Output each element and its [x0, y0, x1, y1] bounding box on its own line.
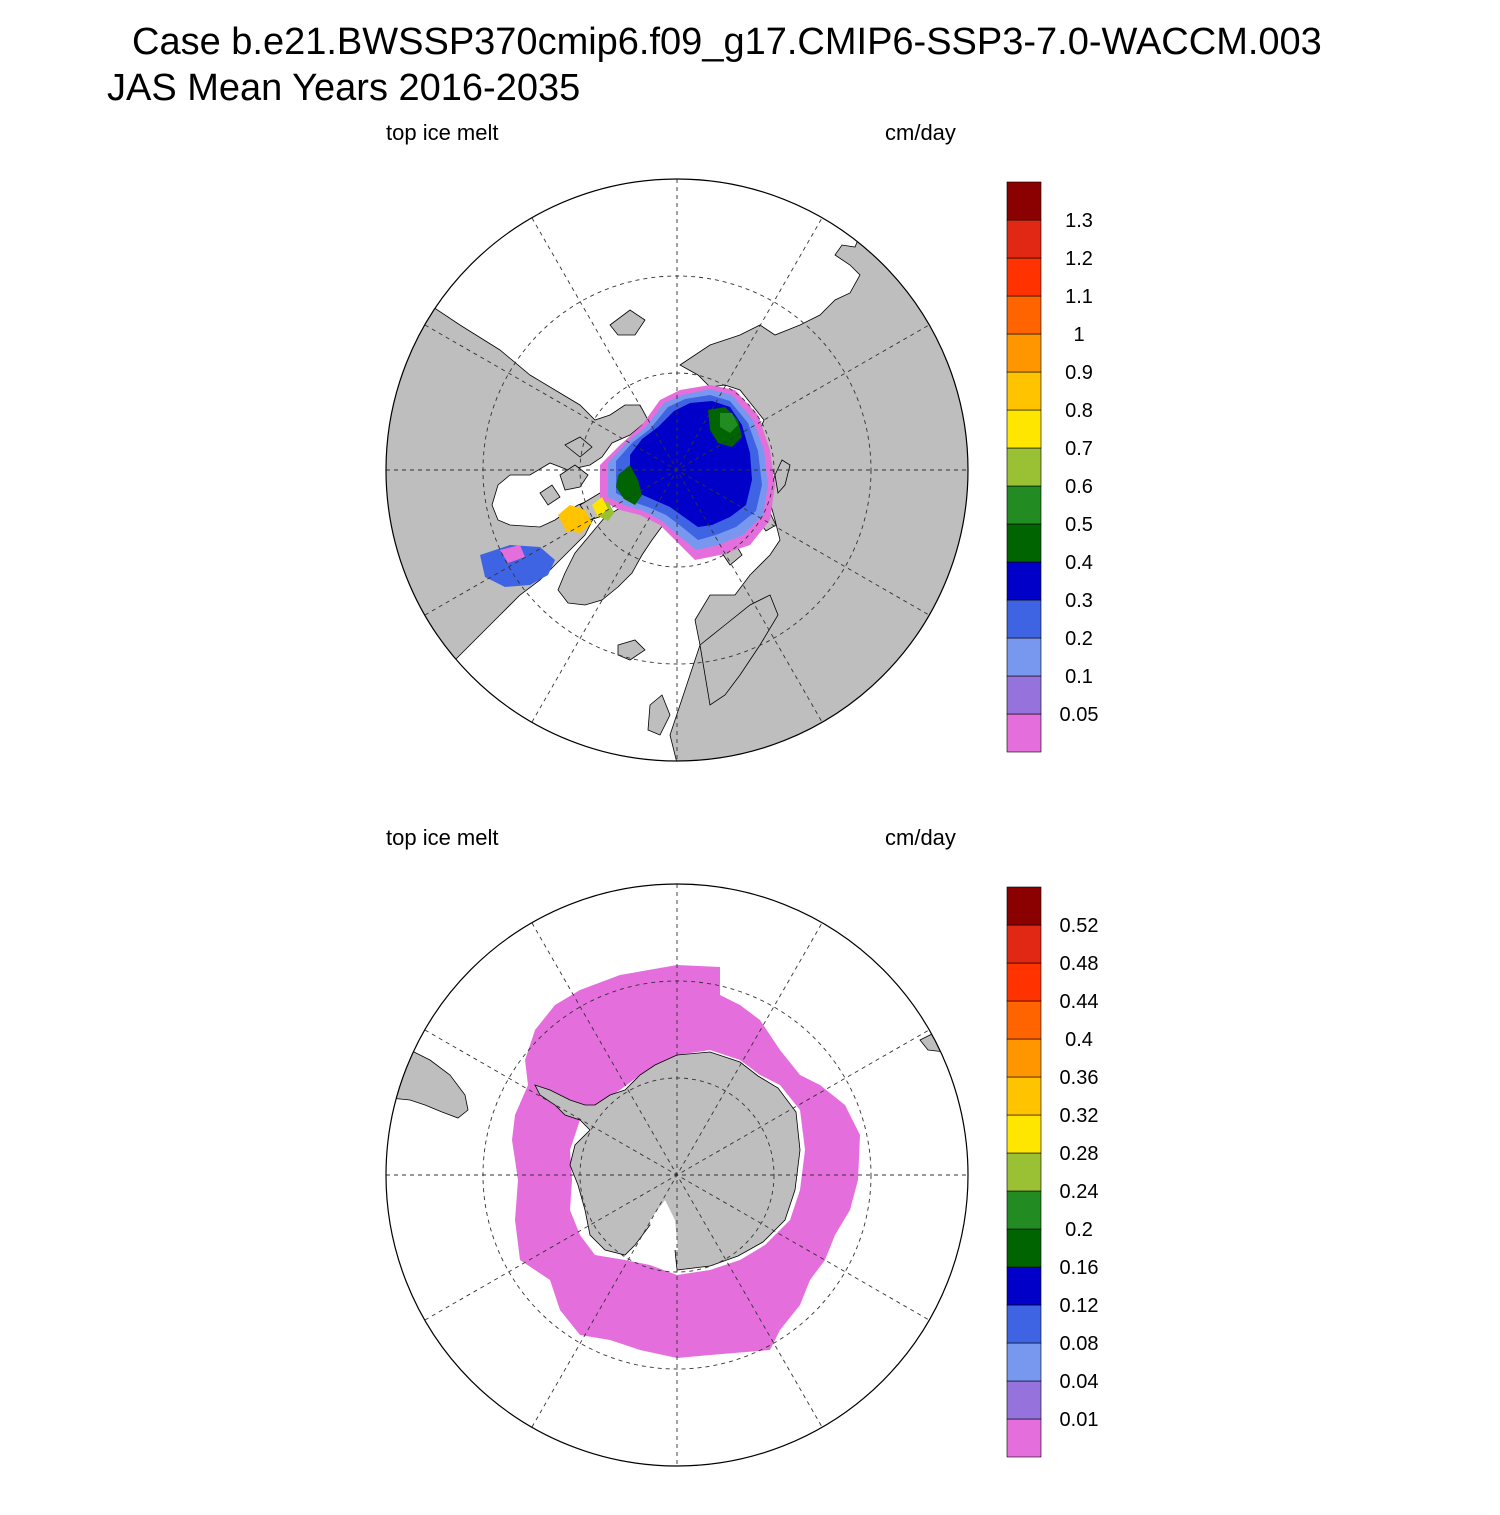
colorbar-swatch	[1006, 1076, 1042, 1116]
colorbar-tick-label: 0.05	[1060, 704, 1099, 726]
colorbar-tick-label: 0.2	[1065, 628, 1093, 650]
units-label: cm/day	[885, 825, 956, 850]
colorbar-tick-label: 1.2	[1065, 248, 1093, 270]
colorbar-swatch	[1006, 675, 1042, 715]
colorbar-swatch	[1006, 181, 1042, 221]
colorbar-swatch	[1006, 561, 1042, 601]
colorbar-tick-label: 0.6	[1065, 476, 1093, 498]
colorbar-swatch	[1006, 219, 1042, 259]
colorbar-swatch	[1006, 1038, 1042, 1078]
colorbar-tick-label: 0.4	[1065, 1029, 1093, 1051]
arctic-polar-map	[385, 178, 969, 762]
figure-title: Case b.e21.BWSSP370cmip6.f09_g17.CMIP6-S…	[132, 21, 1322, 63]
colorbar-tick-label: 0.3	[1065, 590, 1093, 612]
melt-band-hudson	[480, 545, 555, 587]
colorbar-swatch	[1006, 257, 1042, 297]
colorbar-tick-label: 0.9	[1065, 362, 1093, 384]
colorbar-swatch	[1006, 447, 1042, 487]
colorbar: 0.05 0.1 0.2 0.3 0.4 0.5 0.6 0.7 0.8 0.9 1 1.1 1.2 1.…	[1006, 181, 1099, 753]
colorbar-swatch	[1006, 1190, 1042, 1230]
colorbar: 0.01 0.04 0.08 0.12 0.16 0.2 0.24 0.28 0.32 0.36 0…	[1006, 886, 1099, 1458]
colorbar-swatch	[1006, 1342, 1042, 1382]
colorbar-tick-label: 0.5	[1065, 514, 1093, 536]
colorbar-tick-label: 0.08	[1060, 1333, 1099, 1355]
colorbar-swatch	[1006, 409, 1042, 449]
graticule	[386, 884, 968, 1466]
antarctic-polar-map	[385, 883, 969, 1467]
graticule	[386, 179, 968, 761]
colorbar-swatch	[1006, 1304, 1042, 1344]
ice-melt-field	[480, 385, 775, 587]
colorbar-swatch	[1006, 713, 1042, 753]
ross-sea-gap	[650, 1200, 678, 1250]
colorbar-swatch	[1006, 1228, 1042, 1268]
colorbar-swatch	[1006, 295, 1042, 335]
colorbar-tick-label: 0.16	[1060, 1257, 1099, 1279]
map-border	[385, 178, 969, 762]
colorbar-swatch	[1006, 1266, 1042, 1306]
map-border	[385, 883, 969, 1467]
colorbar-tick-label: 0.32	[1060, 1105, 1099, 1127]
colorbar-swatch	[1006, 485, 1042, 525]
arctic-panel: top ice melt cm/day	[0, 110, 1500, 810]
colorbar-tick-label: 0.7	[1065, 438, 1093, 460]
colorbar-swatch	[1006, 1114, 1042, 1154]
colorbar-swatch	[1006, 962, 1042, 1002]
colorbar-swatch	[1006, 1380, 1042, 1420]
colorbar-tick-label: 0.01	[1060, 1409, 1099, 1431]
colorbar-swatch	[1006, 886, 1042, 926]
colorbar-tick-label: 0.1	[1065, 666, 1093, 688]
colorbar-swatch	[1006, 523, 1042, 563]
colorbar-tick-label: 0.04	[1060, 1371, 1099, 1393]
colorbar-tick-label: 0.2	[1065, 1219, 1093, 1241]
colorbar-tick-label: 0.8	[1065, 400, 1093, 422]
colorbar-swatch	[1006, 1000, 1042, 1040]
colorbar-tick-label: 1.3	[1065, 210, 1093, 232]
melt-band-hudson-edge	[500, 545, 525, 563]
variable-label: top ice melt	[386, 120, 499, 145]
colorbar-swatch	[1006, 1418, 1042, 1458]
colorbar-tick-label: 1	[1073, 324, 1084, 346]
colorbar-tick-label: 0.48	[1060, 953, 1099, 975]
colorbar-swatch	[1006, 924, 1042, 964]
units-label: cm/day	[885, 120, 956, 145]
melt-band-0.7	[592, 497, 608, 517]
colorbar-swatch	[1006, 599, 1042, 639]
antarctica	[534, 1051, 801, 1271]
colorbar-swatch	[1006, 333, 1042, 373]
melt-band-0.4-a	[616, 465, 642, 505]
melt-band-0.5	[720, 413, 738, 433]
colorbar-tick-label: 1.1	[1065, 286, 1093, 308]
figure-subtitle: JAS Mean Years 2016-2035	[107, 67, 581, 109]
melt-band-0.8	[558, 505, 592, 533]
colorbar-swatch	[1006, 371, 1042, 411]
colorbar-tick-label: 0.4	[1065, 552, 1093, 574]
colorbar-tick-label: 0.24	[1060, 1181, 1099, 1203]
colorbar-tick-label: 0.28	[1060, 1143, 1099, 1165]
colorbar-swatch	[1006, 1152, 1042, 1192]
colorbar-tick-label: 0.12	[1060, 1295, 1099, 1317]
colorbar-tick-label: 0.52	[1060, 915, 1099, 937]
colorbar-tick-label: 0.44	[1060, 991, 1099, 1013]
ice-melt-ring	[512, 965, 860, 1358]
variable-label: top ice melt	[386, 825, 499, 850]
colorbar-tick-label: 0.36	[1060, 1067, 1099, 1089]
colorbar-swatch	[1006, 637, 1042, 677]
antarctic-panel: top ice melt cm/day	[0, 815, 1500, 1515]
